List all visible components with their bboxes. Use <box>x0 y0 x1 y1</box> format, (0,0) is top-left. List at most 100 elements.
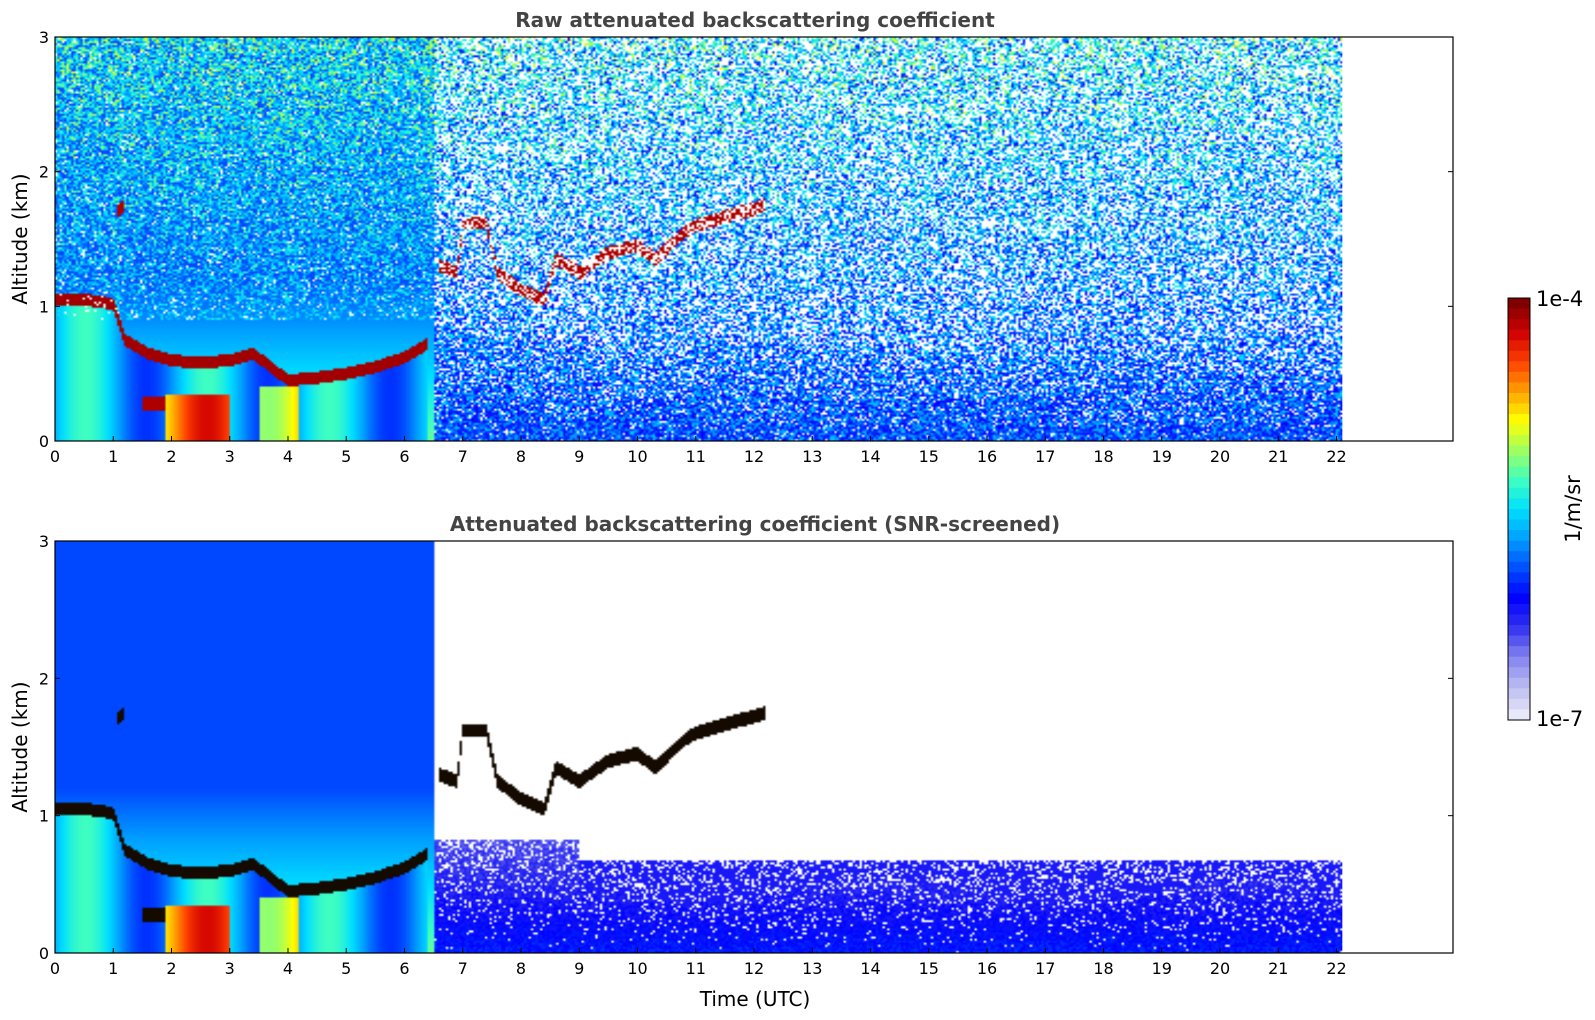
x-tick-label: 7 <box>458 447 468 466</box>
backscatter-heatmap <box>55 541 1343 953</box>
colorbar-step <box>1508 466 1530 478</box>
colorbar: 1e-4 1e-7 1/m/sr <box>1507 287 1585 731</box>
x-tick-label: 9 <box>574 959 584 978</box>
x-tick-label: 13 <box>802 959 822 978</box>
x-tick-label: 15 <box>919 447 939 466</box>
colorbar-step <box>1508 582 1530 594</box>
raw-backscatter-panel: Raw attenuated backscattering coefficien… <box>8 8 1454 466</box>
chart-title: Raw attenuated backscattering coefficien… <box>515 8 995 32</box>
x-tick-label: 4 <box>283 447 293 466</box>
colorbar-step <box>1508 509 1530 521</box>
x-tick-label: 20 <box>1210 447 1230 466</box>
colorbar-step <box>1508 350 1530 362</box>
x-tick-label: 21 <box>1268 447 1288 466</box>
x-tick-label: 19 <box>1152 447 1172 466</box>
y-tick-label: 2 <box>39 163 49 182</box>
x-tick-label: 11 <box>686 959 706 978</box>
y-tick-label: 3 <box>39 532 49 551</box>
colorbar-step <box>1508 361 1530 373</box>
x-tick-label: 16 <box>977 959 997 978</box>
colorbar-step <box>1508 614 1530 626</box>
x-tick-label: 8 <box>516 447 526 466</box>
colorbar-step <box>1508 414 1530 426</box>
colorbar-gradient <box>1508 298 1530 721</box>
x-tick-label: 18 <box>1093 959 1113 978</box>
x-tick-label: 7 <box>458 959 468 978</box>
x-axis-label: Time (UTC) <box>699 987 811 1011</box>
colorbar-step <box>1508 456 1530 468</box>
colorbar-step <box>1508 340 1530 352</box>
x-tick-label: 13 <box>802 447 822 466</box>
backscatter-heatmap <box>55 37 1343 441</box>
colorbar-step <box>1508 445 1530 457</box>
x-tick-label: 3 <box>225 959 235 978</box>
colorbar-step <box>1508 572 1530 584</box>
x-tick-label: 1 <box>108 959 118 978</box>
colorbar-step <box>1508 382 1530 394</box>
colorbar-step <box>1508 625 1530 637</box>
x-axis-ticks: 0 1 2 3 4 5 6 7 8 9 10 11 12 13 14 15 16 17 18 19 20 21 22 <box>50 436 1347 466</box>
x-tick-label: 21 <box>1268 959 1288 978</box>
colorbar-step <box>1508 498 1530 510</box>
x-tick-label: 0 <box>50 447 60 466</box>
x-tick-label: 6 <box>399 447 409 466</box>
colorbar-step <box>1508 298 1530 310</box>
colorbar-frame <box>1507 297 1531 721</box>
colorbar-step <box>1508 540 1530 552</box>
x-tick-label: 9 <box>574 447 584 466</box>
y-tick-label: 2 <box>39 669 49 688</box>
colorbar-step <box>1508 677 1530 689</box>
x-tick-label: 10 <box>627 959 647 978</box>
colorbar-step <box>1508 561 1530 573</box>
colorbar-step <box>1508 329 1530 341</box>
colorbar-unit-label: 1/m/sr <box>1561 475 1585 543</box>
colorbar-step <box>1508 698 1530 711</box>
x-tick-label: 10 <box>627 447 647 466</box>
colorbar-step <box>1508 477 1530 489</box>
x-tick-label: 20 <box>1210 959 1230 978</box>
x-tick-label: 12 <box>744 447 764 466</box>
x-tick-label: 4 <box>283 959 293 978</box>
colorbar-step <box>1508 709 1530 721</box>
colorbar-step <box>1508 688 1530 700</box>
chart-title: Attenuated backscattering coefficient (S… <box>450 512 1060 536</box>
colorbar-step <box>1508 392 1530 405</box>
x-tick-label: 12 <box>744 959 764 978</box>
x-tick-label: 18 <box>1093 447 1113 466</box>
x-tick-label: 0 <box>50 959 60 978</box>
x-tick-label: 2 <box>166 959 176 978</box>
y-tick-label: 1 <box>39 807 49 826</box>
colorbar-max-label: 1e-4 <box>1536 287 1583 311</box>
colorbar-step <box>1508 435 1530 447</box>
x-tick-label: 5 <box>341 447 351 466</box>
x-tick-label: 19 <box>1152 959 1172 978</box>
y-axis-ticks: 0 1 2 3 <box>39 532 1453 963</box>
y-tick-label: 0 <box>39 944 49 963</box>
colorbar-step <box>1508 635 1530 647</box>
snr-screened-panel: Attenuated backscattering coefficient (S… <box>8 512 1454 1011</box>
colorbar-step <box>1508 646 1530 658</box>
colorbar-step <box>1508 656 1530 668</box>
x-tick-label: 8 <box>516 959 526 978</box>
x-tick-label: 5 <box>341 959 351 978</box>
x-axis-ticks: 0 1 2 3 4 5 6 7 8 9 10 11 12 13 14 15 16 17 18 19 20 21 22 <box>50 948 1347 978</box>
y-axis-label: Altitude (km) <box>8 681 32 812</box>
y-tick-label: 1 <box>39 297 49 316</box>
x-tick-label: 11 <box>686 447 706 466</box>
colorbar-step <box>1508 403 1530 415</box>
colorbar-step <box>1508 530 1530 542</box>
colorbar-step <box>1508 519 1530 531</box>
x-tick-label: 16 <box>977 447 997 466</box>
x-tick-label: 22 <box>1326 959 1346 978</box>
x-tick-label: 1 <box>108 447 118 466</box>
x-tick-label: 17 <box>1035 447 1055 466</box>
colorbar-step <box>1508 319 1530 331</box>
colorbar-step <box>1508 551 1530 563</box>
y-axis-label: Altitude (km) <box>8 173 32 304</box>
colorbar-step <box>1508 603 1530 616</box>
x-tick-label: 3 <box>225 447 235 466</box>
x-tick-label: 17 <box>1035 959 1055 978</box>
colorbar-step <box>1508 424 1530 436</box>
colorbar-step <box>1508 593 1530 605</box>
x-tick-label: 15 <box>919 959 939 978</box>
